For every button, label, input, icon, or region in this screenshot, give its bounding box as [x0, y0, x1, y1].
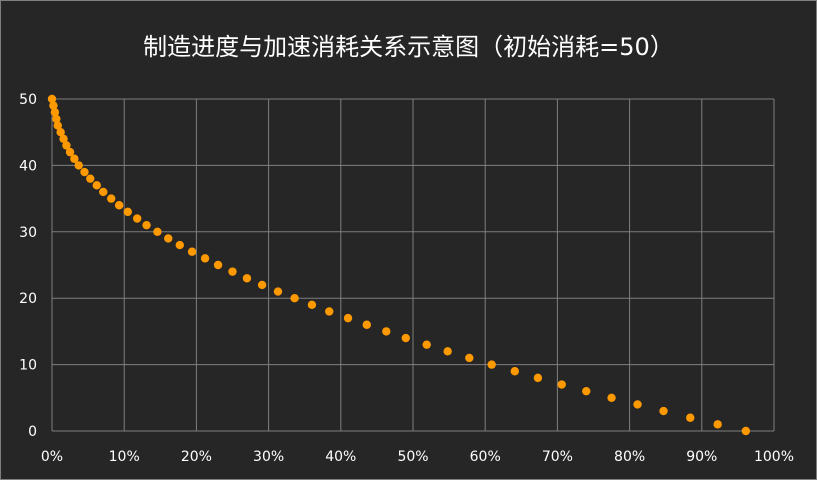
data-point	[142, 220, 151, 230]
data-point	[401, 333, 410, 343]
data-point	[132, 214, 142, 223]
data-point	[607, 393, 616, 402]
data-point	[307, 300, 317, 310]
x-tick-label: 0%	[41, 449, 63, 465]
data-point	[59, 134, 68, 144]
x-tick-label: 50%	[397, 449, 428, 465]
data-point	[80, 167, 89, 177]
data-point	[164, 234, 173, 243]
data-point	[56, 128, 65, 137]
x-tick-label: 30%	[253, 449, 284, 465]
data-point	[362, 320, 371, 329]
data-point	[65, 147, 75, 157]
data-point	[187, 247, 197, 256]
data-point	[52, 114, 61, 124]
data-point	[741, 426, 751, 436]
data-point	[114, 201, 124, 210]
data-point	[53, 121, 62, 130]
y-tick-label: 40	[19, 158, 37, 174]
x-tick-label: 60%	[470, 449, 501, 465]
data-point	[86, 174, 95, 183]
data-point	[659, 406, 668, 416]
data-point	[582, 386, 591, 396]
data-point	[713, 420, 722, 429]
data-point	[47, 94, 57, 104]
x-tick-label: 20%	[181, 449, 212, 465]
x-tick-label: 70%	[542, 449, 573, 465]
data-point	[123, 207, 133, 217]
y-tick-label: 0	[28, 424, 37, 440]
data-point	[510, 367, 520, 376]
data-point	[99, 187, 108, 197]
data-point	[49, 101, 58, 110]
x-tick-label: 40%	[325, 449, 356, 465]
x-tick-label: 100%	[754, 449, 794, 465]
x-tick-label: 80%	[614, 449, 645, 465]
data-point	[422, 340, 431, 349]
data-point	[200, 254, 210, 263]
data-point	[228, 267, 237, 276]
x-tick-label: 90%	[686, 449, 717, 465]
y-tick-label: 50	[19, 92, 37, 108]
data-point	[213, 260, 223, 270]
data-point	[50, 108, 60, 117]
y-tick-label: 20	[19, 291, 37, 307]
data-point	[465, 353, 474, 363]
data-point	[557, 380, 566, 389]
data-point	[92, 181, 101, 190]
data-point	[443, 347, 452, 356]
data-point	[633, 400, 642, 409]
data-point	[487, 360, 496, 369]
data-point	[290, 294, 299, 303]
data-point	[273, 287, 283, 296]
data-point	[62, 141, 71, 150]
data-point	[325, 307, 334, 316]
data-point	[74, 161, 83, 170]
data-point	[175, 240, 184, 250]
data-point	[257, 280, 267, 290]
y-tick-label: 30	[19, 225, 37, 241]
data-point	[242, 274, 252, 283]
data-point	[533, 373, 543, 383]
data-point	[107, 194, 116, 203]
data-point	[382, 327, 391, 336]
data-point	[686, 413, 695, 422]
x-tick-label: 10%	[109, 449, 140, 465]
y-tick-label: 10	[19, 358, 37, 374]
chart-title: 制造进度与加速消耗关系示意图（初始消耗=50）	[143, 33, 674, 61]
data-point	[70, 154, 79, 163]
data-point	[153, 227, 162, 236]
data-point	[343, 313, 353, 323]
